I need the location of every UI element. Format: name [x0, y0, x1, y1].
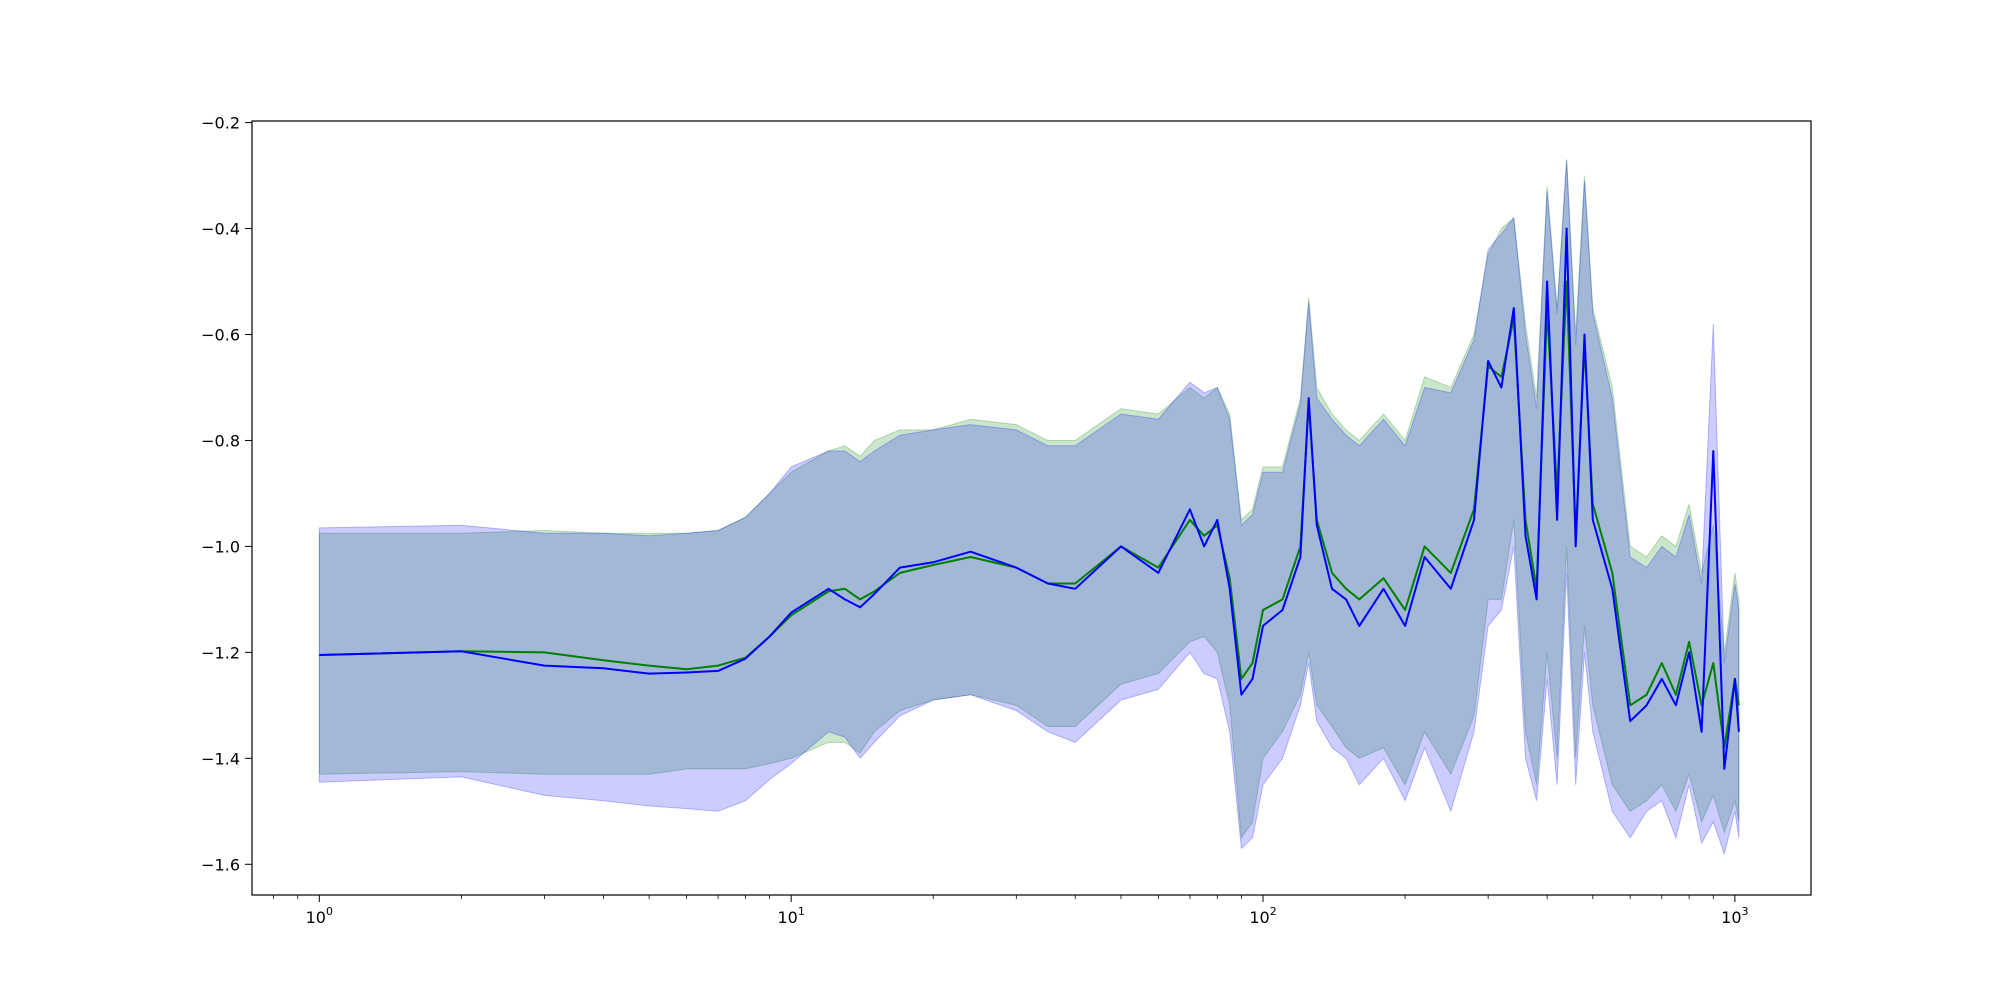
- axes-frame: [251, 120, 1812, 896]
- y-tick-label: −1.6: [201, 855, 240, 874]
- x-tick-label: 103: [1721, 905, 1748, 927]
- x-tick-base: 10: [1721, 908, 1741, 927]
- x-tick-exponent: 1: [798, 905, 805, 918]
- series-2-band: [318, 159, 1740, 856]
- y-tick-label: −0.4: [201, 220, 240, 239]
- x-tick-exponent: 0: [326, 905, 333, 918]
- x-tick-exponent: 2: [1270, 905, 1277, 918]
- y-tick-label: −0.6: [201, 325, 240, 344]
- x-tick-base: 10: [1249, 908, 1269, 927]
- x-tick-label: 100: [306, 905, 333, 927]
- x-axis-ticks: 100 101 102 103: [273, 895, 1749, 927]
- x-tick-label: 102: [1249, 905, 1276, 927]
- y-tick-label: −1.0: [201, 537, 240, 556]
- y-axis-ticks: −0.2 −0.4 −0.6 −0.8 −1.0 −1.2 −1.4 −1.6: [201, 114, 252, 874]
- x-tick-base: 10: [777, 908, 797, 927]
- x-tick-exponent: 3: [1742, 905, 1749, 918]
- y-tick-label: −0.2: [201, 114, 240, 133]
- series-2-line: [319, 227, 1740, 770]
- x-tick-base: 10: [306, 908, 326, 927]
- series-lines: [319, 227, 1740, 770]
- y-tick-label: −1.2: [201, 643, 240, 662]
- y-tick-label: −1.4: [201, 749, 240, 768]
- y-tick-label: −0.8: [201, 431, 240, 450]
- x-tick-label: 101: [777, 905, 804, 927]
